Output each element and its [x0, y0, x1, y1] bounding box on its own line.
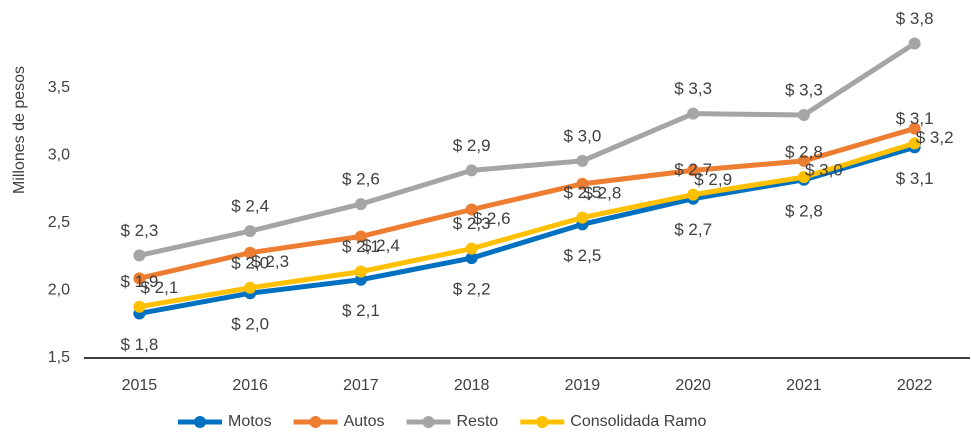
point — [465, 203, 478, 216]
value-label: $ 2,6 — [342, 170, 380, 189]
legend-label: Autos — [344, 413, 385, 430]
point — [687, 164, 700, 177]
value-label: $ 2,3 — [120, 221, 158, 240]
x-tick-label: 2019 — [565, 377, 601, 394]
value-label: $ 2,8 — [785, 201, 823, 220]
value-label: $ 2,5 — [563, 246, 601, 265]
point — [244, 281, 257, 294]
point — [797, 109, 810, 121]
value-label: $ 1,9 — [120, 272, 158, 291]
point — [908, 137, 921, 150]
value-label: $ 3,2 — [916, 128, 954, 147]
series-line — [138, 145, 916, 316]
point — [576, 154, 589, 167]
value-label: $ 2,8 — [785, 143, 823, 162]
point — [465, 164, 478, 177]
legend-marker — [309, 416, 322, 428]
value-label: $ 3,3 — [674, 79, 712, 98]
point — [133, 272, 146, 285]
value-label: $ 2,5 — [563, 183, 601, 202]
value-label: $ 2,3 — [251, 252, 289, 271]
y-tick-label: 1,5 — [48, 349, 70, 366]
value-label: $ 2,1 — [342, 301, 380, 320]
legend-label: Motos — [228, 413, 272, 430]
value-label: $ 2,1 — [342, 237, 380, 256]
y-tick-label: 2,5 — [48, 214, 70, 231]
value-label: $ 3,8 — [896, 9, 934, 28]
value-label: $ 2,9 — [694, 170, 732, 189]
value-label: $ 1,8 — [120, 335, 158, 354]
point — [133, 300, 146, 313]
point — [354, 265, 367, 278]
point — [687, 188, 700, 201]
point — [576, 177, 589, 190]
point — [908, 122, 921, 135]
legend-label: Consolidada Ramo — [570, 413, 706, 430]
x-tick-label: 2016 — [232, 377, 268, 394]
series-line — [138, 126, 916, 281]
value-label: $ 2,0 — [231, 253, 269, 272]
point — [244, 225, 257, 238]
point — [465, 242, 478, 255]
point — [465, 252, 478, 265]
value-label: $ 3,1 — [896, 169, 934, 188]
value-label: $ 2,7 — [674, 220, 712, 239]
y-tick-label: 2,0 — [48, 282, 70, 299]
legend-marker — [536, 416, 549, 428]
y-axis-label: Millones de pesos — [11, 66, 28, 194]
value-label: $ 3,0 — [563, 126, 601, 145]
legend-marker — [422, 416, 435, 428]
value-label: $ 2,2 — [453, 280, 491, 299]
value-label: $ 2,8 — [583, 183, 621, 202]
value-label: $ 2,4 — [231, 197, 269, 216]
series-line — [138, 140, 916, 310]
x-tick-label: 2022 — [897, 377, 933, 394]
point — [687, 107, 700, 120]
y-tick-label: 3,0 — [48, 147, 70, 164]
x-tick-label: 2021 — [786, 377, 822, 394]
point — [908, 37, 921, 50]
legend-label: Resto — [457, 413, 499, 430]
x-tick-label: 2015 — [122, 377, 158, 394]
value-label: $ 2,6 — [473, 209, 511, 228]
point — [797, 171, 810, 184]
value-label: $ 3,3 — [785, 80, 823, 99]
value-label: $ 3,1 — [896, 109, 934, 128]
x-tick-label: 2020 — [675, 377, 711, 394]
point — [354, 198, 367, 211]
series-line — [138, 41, 916, 258]
point — [576, 211, 589, 224]
value-label: $ 3,0 — [805, 160, 843, 179]
value-label: $ 2,7 — [674, 160, 712, 179]
value-label: $ 2,3 — [453, 214, 491, 233]
value-label: $ 2,1 — [140, 278, 178, 297]
value-label: $ 2,9 — [453, 136, 491, 155]
x-tick-label: 2017 — [343, 377, 379, 394]
point — [354, 230, 367, 243]
x-tick-label: 2018 — [454, 377, 490, 394]
point — [244, 246, 257, 259]
value-label: $ 2,0 — [231, 315, 269, 334]
y-tick-label: 3,5 — [48, 79, 70, 96]
point — [133, 249, 146, 262]
value-label: $ 2,4 — [362, 236, 400, 255]
legend-marker — [194, 416, 206, 428]
point — [797, 154, 810, 167]
